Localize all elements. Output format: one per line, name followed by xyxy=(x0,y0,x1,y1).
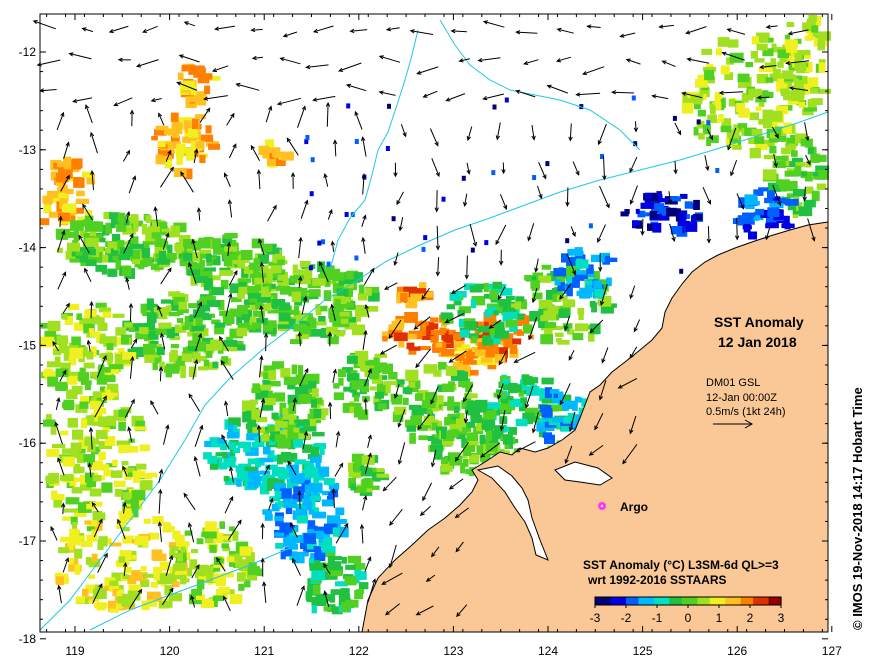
lat-label: -12 xyxy=(19,45,37,59)
lat-label: -14 xyxy=(19,241,37,255)
latitude-labels: -12 -13 -14 -15 -16 -17 -18 xyxy=(19,45,37,646)
argo-label: Argo xyxy=(620,500,648,514)
bay-water xyxy=(554,461,613,486)
lat-label: -16 xyxy=(19,436,37,450)
legend-tick-label: 0 xyxy=(685,611,692,625)
lon-label: 119 xyxy=(65,644,84,658)
sst-anomaly-layer xyxy=(40,15,831,615)
legend-tick-label: 3 xyxy=(778,611,785,625)
lon-label: 123 xyxy=(443,644,463,658)
lon-label: 121 xyxy=(254,644,274,658)
current-vectors xyxy=(32,20,816,618)
legend-colorbar xyxy=(594,596,782,606)
map-title: SST Anomaly xyxy=(714,314,804,330)
legend-tick-label: 1 xyxy=(716,611,723,625)
lat-label: -15 xyxy=(19,338,37,352)
legend-ticks: -3 -2 -1 0 1 2 3 xyxy=(590,605,785,625)
current-source: DM01 GSL xyxy=(706,377,760,389)
legend-tick-label: -3 xyxy=(590,611,601,625)
credit-text: © IMOS 19-Nov-2018 14:17 Hobart Time xyxy=(850,387,865,630)
legend-tick-label: 2 xyxy=(747,611,754,625)
map-border xyxy=(39,13,829,633)
axis-ticks xyxy=(40,14,833,640)
lon-label: 124 xyxy=(538,644,558,658)
longitude-labels: 119 120 121 122 123 124 125 126 127 xyxy=(65,644,842,658)
scale-label: 0.5m/s (1kt 24h) xyxy=(706,406,785,418)
lon-label: 127 xyxy=(822,644,842,658)
lat-label: -18 xyxy=(19,632,37,646)
legend-title: SST Anomaly (°C) L3SM-6d QL>=3 xyxy=(583,558,779,572)
lat-label: -13 xyxy=(19,143,37,157)
lon-label: 125 xyxy=(633,644,653,658)
lon-label: 122 xyxy=(349,644,369,658)
argo-float-icon xyxy=(598,502,606,510)
map-date: 12 Jan 2018 xyxy=(718,334,797,350)
legend-tick-label: -1 xyxy=(652,611,663,625)
legend-tick-label: -2 xyxy=(621,611,632,625)
scale-arrow-icon xyxy=(713,419,754,429)
lat-label: -17 xyxy=(19,534,37,548)
lon-label: 120 xyxy=(160,644,180,658)
gulf-water xyxy=(476,465,549,561)
legend-subtitle: wrt 1992-2016 SSTAARS xyxy=(587,573,727,587)
lon-label: 126 xyxy=(727,644,747,658)
current-time: 12-Jan 00:00Z xyxy=(706,392,777,404)
